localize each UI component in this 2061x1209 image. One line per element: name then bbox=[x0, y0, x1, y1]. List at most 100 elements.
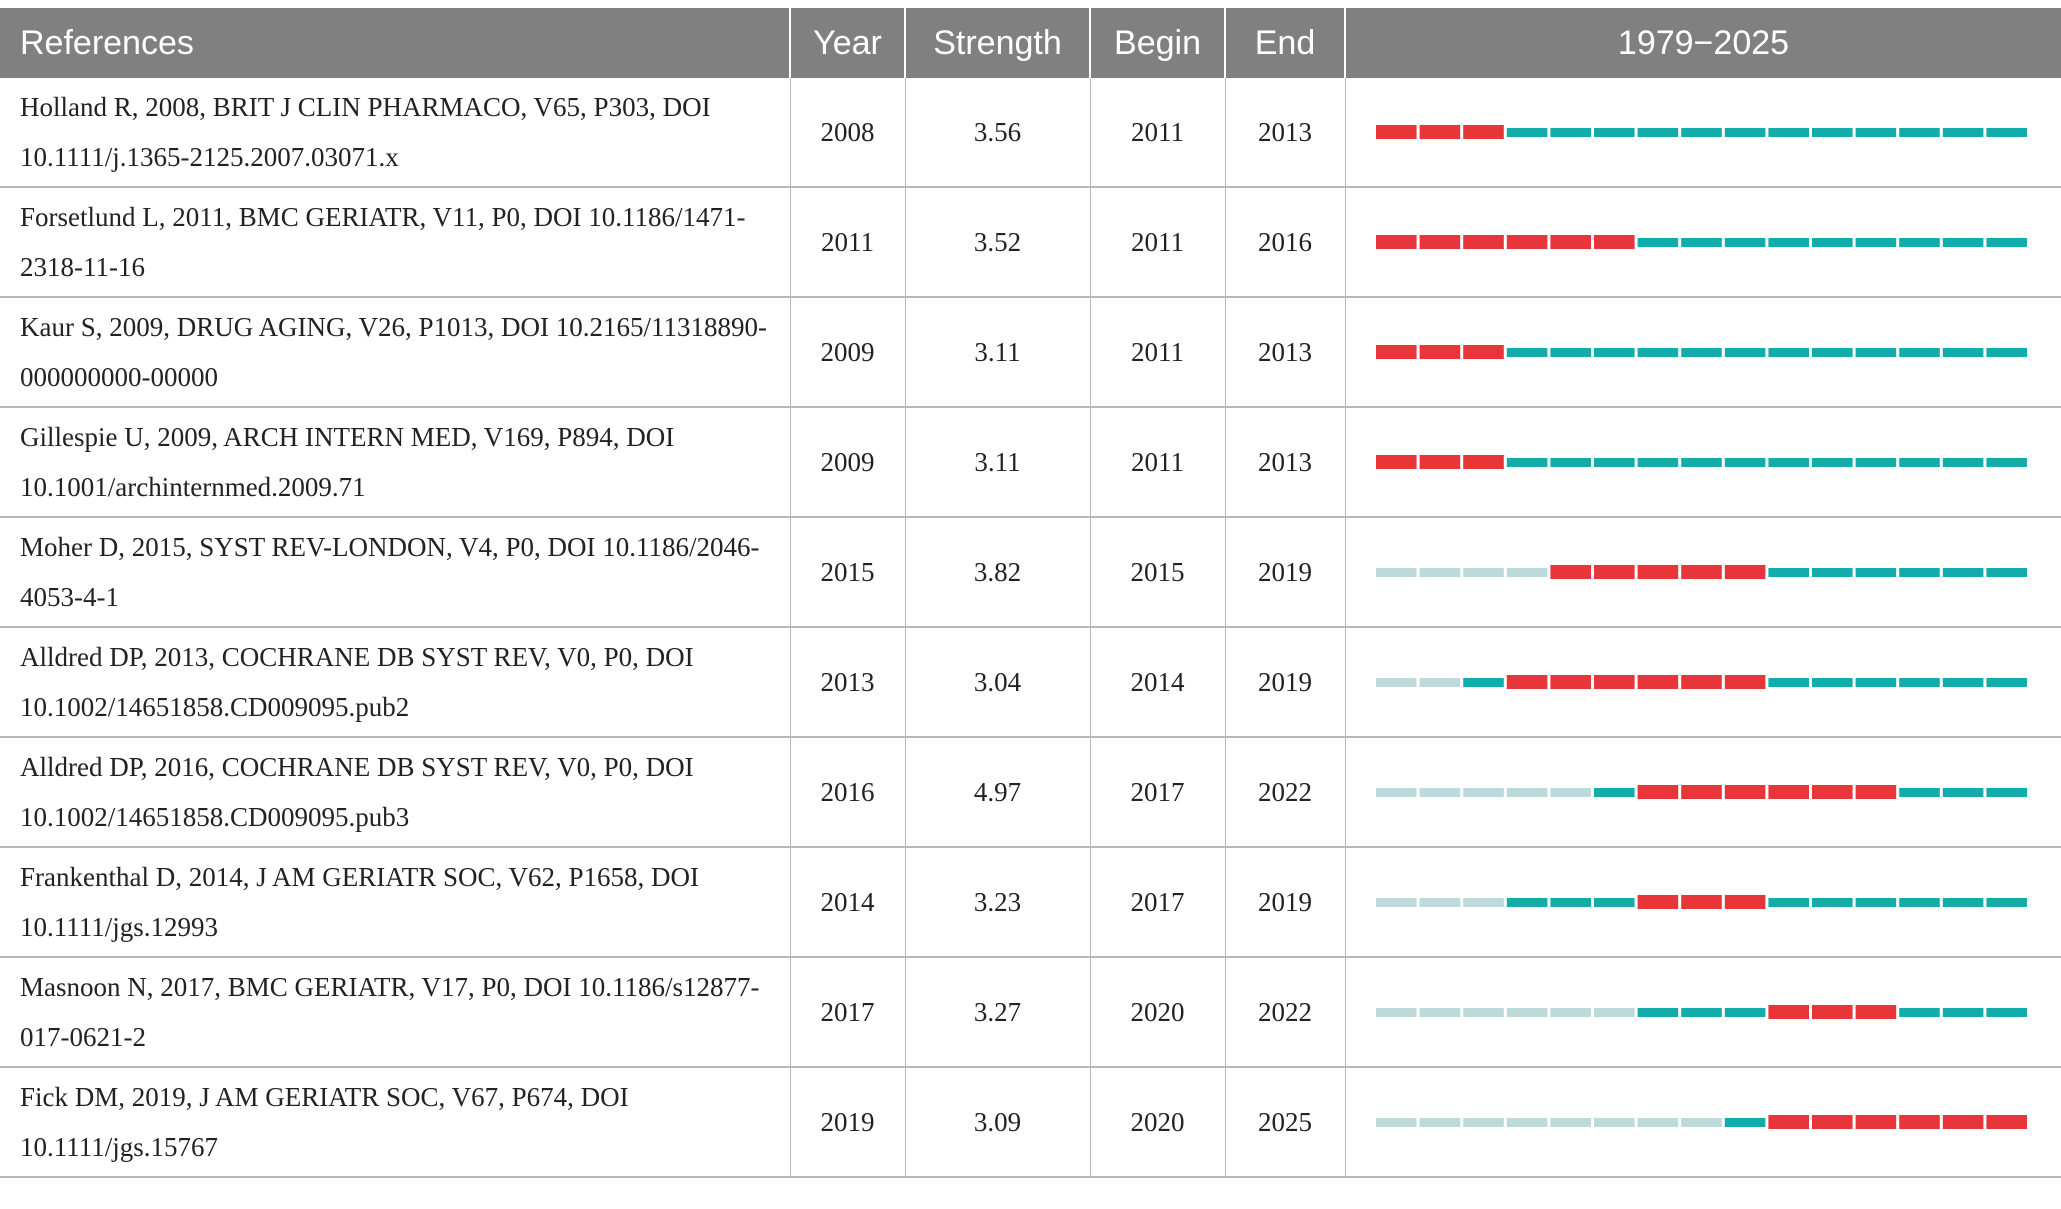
end-text: 2013 bbox=[1258, 336, 1312, 367]
timeline-segment-active bbox=[1594, 128, 1635, 137]
year-cell: 2009 bbox=[790, 297, 906, 408]
begin-text: 2014 bbox=[1130, 666, 1185, 697]
timeline-segment-active bbox=[1986, 458, 2028, 467]
table-row: Gillespie U, 2009, ARCH INTERN MED, V169… bbox=[0, 407, 2061, 518]
burst-timeline bbox=[1376, 235, 2028, 249]
timeline-segment-active bbox=[1943, 458, 1984, 467]
begin-text: 2011 bbox=[1131, 226, 1184, 257]
timeline-segment-active bbox=[1725, 1118, 1766, 1127]
year-text: 2009 bbox=[820, 446, 875, 477]
burst-timeline bbox=[1376, 785, 2028, 799]
year-cell: 2013 bbox=[790, 627, 906, 738]
timeline-segment-active bbox=[1855, 458, 1897, 467]
timeline-segment-active bbox=[1986, 128, 2028, 137]
timeline-segment-active bbox=[1637, 128, 1679, 137]
timeline-segment-active bbox=[1637, 458, 1679, 467]
timeline-segment-active bbox=[1812, 128, 1853, 137]
timeline-segment-active bbox=[1550, 128, 1592, 137]
timeline-segment-active bbox=[1594, 458, 1635, 467]
timeline-segment-active bbox=[1943, 678, 1984, 687]
timeline-segment-active bbox=[1725, 238, 1766, 247]
timeline-segment-active bbox=[1855, 568, 1897, 577]
timeline-segment-active bbox=[1855, 678, 1897, 687]
timeline-segment-active bbox=[1899, 678, 1941, 687]
strength-text: 3.04 bbox=[973, 666, 1022, 697]
strength-cell: 3.27 bbox=[905, 957, 1091, 1068]
timeline-segment-inactive bbox=[1463, 788, 1505, 797]
timeline-segment-active bbox=[1637, 238, 1679, 247]
timeline-segment-active bbox=[1507, 898, 1548, 907]
timeline-segment-active bbox=[1725, 458, 1766, 467]
table-body: Holland R, 2008, BRIT J CLIN PHARMACO, V… bbox=[0, 78, 2061, 1178]
timeline-segment-active bbox=[1986, 788, 2028, 797]
begin-cell: 2011 bbox=[1090, 407, 1226, 518]
timeline-segment-burst bbox=[1725, 565, 1766, 579]
timeline-segment-burst bbox=[1768, 1005, 1810, 1019]
timeline-segment-active bbox=[1899, 348, 1941, 357]
timeline-segment-active bbox=[1681, 238, 1723, 247]
timeline-segment-inactive bbox=[1376, 678, 1417, 687]
timeline-segment-burst bbox=[1986, 1115, 2028, 1129]
timeline-cell bbox=[1345, 957, 2061, 1068]
timeline-segment-burst bbox=[1376, 345, 1417, 359]
timeline-cell bbox=[1345, 737, 2061, 848]
strength-text: 3.56 bbox=[973, 116, 1022, 147]
timeline-segment-active bbox=[1855, 128, 1897, 137]
timeline-segment-active bbox=[1943, 128, 1984, 137]
end-cell: 2022 bbox=[1225, 737, 1346, 848]
year-text: 2019 bbox=[820, 1106, 875, 1137]
timeline-segment-inactive bbox=[1507, 568, 1548, 577]
table-row: Masnoon N, 2017, BMC GERIATR, V17, P0, D… bbox=[0, 957, 2061, 1068]
begin-cell: 2020 bbox=[1090, 957, 1226, 1068]
timeline-segment-active bbox=[1550, 458, 1592, 467]
header-begin: Begin bbox=[1090, 8, 1226, 78]
strength-text: 3.52 bbox=[973, 226, 1022, 257]
end-text: 2022 bbox=[1258, 996, 1312, 1027]
timeline-segment-burst bbox=[1376, 455, 1417, 469]
timeline-segment-burst bbox=[1594, 235, 1635, 249]
timeline-segment-active bbox=[1899, 788, 1941, 797]
end-cell: 2022 bbox=[1225, 957, 1346, 1068]
strength-text: 3.11 bbox=[974, 336, 1021, 367]
timeline-segment-active bbox=[1812, 898, 1853, 907]
begin-cell: 2011 bbox=[1090, 297, 1226, 408]
timeline-segment-inactive bbox=[1507, 788, 1548, 797]
year-cell: 2017 bbox=[790, 957, 906, 1068]
timeline-cell bbox=[1345, 627, 2061, 738]
timeline-segment-active bbox=[1768, 348, 1810, 357]
year-text: 2013 bbox=[820, 666, 875, 697]
timeline-segment-inactive bbox=[1681, 1118, 1723, 1127]
timeline-cell bbox=[1345, 1067, 2061, 1178]
timeline-segment-burst bbox=[1419, 455, 1461, 469]
timeline-segment-active bbox=[1594, 348, 1635, 357]
timeline-segment-active bbox=[1812, 348, 1853, 357]
strength-text: 3.09 bbox=[973, 1106, 1022, 1137]
timeline-segment-burst bbox=[1812, 1115, 1853, 1129]
burst-timeline bbox=[1376, 1005, 2028, 1019]
timeline-cell bbox=[1345, 297, 2061, 408]
strength-cell: 3.52 bbox=[905, 187, 1091, 298]
timeline-segment-burst bbox=[1463, 125, 1505, 139]
begin-text: 2020 bbox=[1130, 996, 1185, 1027]
timeline-segment-inactive bbox=[1507, 1008, 1548, 1017]
timeline-segment-burst bbox=[1725, 675, 1766, 689]
year-text: 2016 bbox=[820, 776, 875, 807]
timeline-segment-burst bbox=[1681, 565, 1723, 579]
year-text: 2009 bbox=[820, 336, 875, 367]
timeline-segment-active bbox=[1986, 348, 2028, 357]
timeline-cell bbox=[1345, 187, 2061, 298]
timeline-segment-inactive bbox=[1376, 1118, 1417, 1127]
timeline-segment-active bbox=[1986, 898, 2028, 907]
end-text: 2019 bbox=[1258, 666, 1312, 697]
timeline-segment-active bbox=[1986, 678, 2028, 687]
begin-cell: 2015 bbox=[1090, 517, 1226, 628]
begin-text: 2020 bbox=[1130, 1106, 1185, 1137]
timeline-segment-active bbox=[1899, 238, 1941, 247]
strength-cell: 3.23 bbox=[905, 847, 1091, 958]
reference-text: Alldred DP, 2013, COCHRANE DB SYST REV, … bbox=[20, 642, 694, 722]
timeline-segment-burst bbox=[1376, 235, 1417, 249]
timeline-segment-burst bbox=[1855, 1005, 1897, 1019]
strength-text: 3.23 bbox=[973, 886, 1022, 917]
header-end: End bbox=[1225, 8, 1346, 78]
reference-cell: Forsetlund L, 2011, BMC GERIATR, V11, P0… bbox=[0, 187, 791, 298]
